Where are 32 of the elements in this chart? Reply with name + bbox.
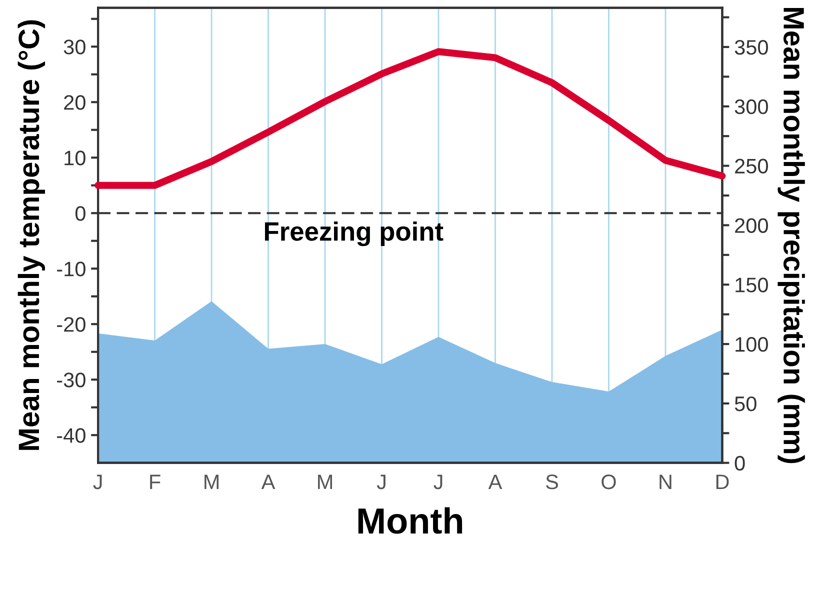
y2-tick-label: 150: [736, 278, 768, 292]
y-tick-label: 30: [64, 40, 86, 54]
y2-tick-label: 100: [736, 337, 768, 352]
x-axis-title: Month: [358, 507, 462, 534]
y2-tick-label: 50: [734, 396, 756, 412]
y-axis-title: Mean monthly temperature (°C): [18, 20, 46, 450]
x-tick-label: A: [261, 474, 276, 490]
x-tick-label: S: [546, 474, 558, 490]
x-tick-label: J: [93, 474, 102, 490]
y2-tick-label: 250: [735, 158, 768, 174]
x-tick-label: D: [716, 474, 729, 490]
x-tick-label: O: [602, 474, 616, 490]
y2-tick-label: 300: [734, 99, 768, 114]
y2-axis-title: Mean monthly precipitation (mm): [778, 8, 805, 464]
y-tick-label: -20: [57, 317, 86, 332]
y2-tick-label: 200: [735, 218, 768, 233]
y-tick-label: 0: [75, 206, 86, 221]
x-tick-label: J: [434, 474, 442, 490]
ref-line-label: Freezing point: [265, 221, 444, 246]
y2-tick-label: 350: [734, 40, 768, 55]
y-tick-label: -40: [57, 428, 86, 443]
x-tick-label: J: [376, 474, 386, 490]
y-tick-label: -30: [57, 372, 86, 388]
x-tick-label: F: [150, 474, 160, 490]
x-tick-label: M: [204, 474, 218, 490]
y-tick-label: -10: [57, 262, 86, 276]
x-tick-label: N: [660, 474, 672, 490]
x-tick-label: M: [318, 474, 332, 490]
y-tick-label: 10: [64, 150, 86, 166]
x-tick-label: A: [488, 474, 502, 490]
y-tick-label: 20: [64, 95, 86, 110]
y2-tick-label: 0: [734, 456, 745, 471]
